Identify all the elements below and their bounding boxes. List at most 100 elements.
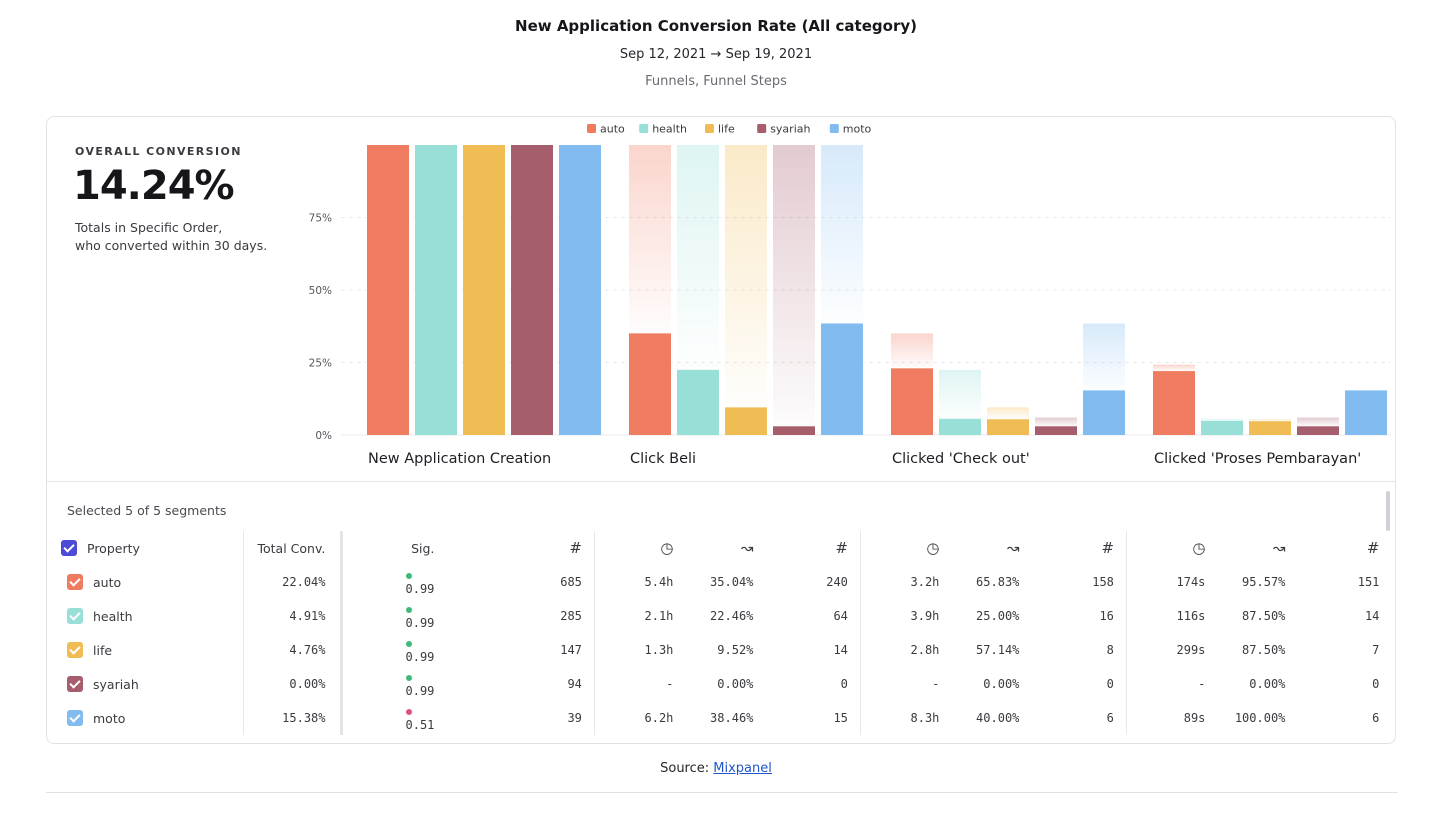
x-category-label: New Application Creation (368, 451, 551, 467)
y-tick-label: 50% (309, 285, 332, 297)
section-divider (47, 481, 1395, 482)
bar-health (677, 369, 719, 435)
bar-ghost-moto (821, 145, 863, 324)
hash-icon[interactable]: # (835, 539, 848, 557)
bar-ghost-moto (1083, 323, 1125, 391)
hash-icon[interactable]: # (569, 539, 582, 557)
step4-count: 151 (1357, 575, 1380, 589)
bar-ghost-syariah (1035, 417, 1077, 427)
significance-dot (405, 640, 412, 647)
step2-time: 6.2h (644, 711, 674, 725)
bar-ghost-syariah (773, 145, 815, 427)
legend-label-moto: moto (843, 123, 872, 136)
step2-time: 5.4h (644, 575, 674, 589)
table-scrollbar[interactable] (1386, 491, 1390, 531)
conversion-rate-icon[interactable]: ↝ (1272, 539, 1286, 557)
hash-icon[interactable]: # (1101, 539, 1114, 557)
segment-checkbox[interactable] (67, 642, 83, 659)
table-header-row: Property Total Conv. Sig. # ◷ ↝ # ◷ ↝ # … (61, 531, 1391, 565)
bar-auto (367, 145, 409, 435)
bar-health (415, 145, 457, 435)
segment-checkbox[interactable] (67, 574, 83, 591)
table-row: health 4.91% 0.99 285 2.1h 22.46% 64 3.9h 25.00%… (61, 599, 1391, 633)
hash-icon[interactable]: # (1366, 539, 1380, 557)
step3-count: 0 (1106, 677, 1114, 691)
y-tick-label: 0% (315, 430, 332, 442)
step3-count: 8 (1106, 643, 1114, 657)
select-all-checkbox[interactable] (61, 540, 77, 557)
segment-name: syariah (93, 676, 139, 692)
step3-time: 8.3h (910, 711, 940, 725)
table-row: auto 22.04% 0.99 685 5.4h 35.04% 240 3.2h 65.83%… (61, 565, 1391, 599)
selected-segments-text: Selected 5 of 5 segments (67, 503, 227, 518)
segment-checkbox[interactable] (67, 676, 83, 693)
segment-name: moto (93, 710, 126, 726)
bar-ghost-health (1201, 418, 1243, 421)
segment-name: life (93, 642, 113, 658)
sig-value: 0.99 (405, 684, 435, 698)
conversion-rate-icon[interactable]: ↝ (740, 539, 754, 557)
funnel-bar-chart: 0% 25% 50% 75% auto health life syariah moto New … (309, 123, 1391, 467)
bar-auto (1153, 371, 1195, 435)
step3-count: 16 (1099, 609, 1114, 623)
bar-ghost-life (1249, 419, 1291, 422)
sig-value: 0.99 (405, 616, 435, 630)
property-header[interactable]: Property (87, 540, 140, 556)
segment-checkbox[interactable] (67, 608, 83, 625)
conversion-rate-icon[interactable]: ↝ (1006, 539, 1020, 557)
step2-count: 14 (833, 643, 848, 657)
bar-syariah (511, 145, 553, 435)
legend-swatch (639, 124, 649, 133)
step2-time: - (666, 677, 674, 691)
step2-rate: 22.46% (710, 609, 754, 623)
total-conv-value: 4.76% (289, 643, 326, 657)
overall-conversion-description: Totals in Specific Order, who converted … (75, 220, 268, 253)
step1-count: 39 (567, 711, 582, 725)
bar-health (1201, 420, 1243, 435)
step2-time: 2.1h (644, 609, 674, 623)
bar-ghost-life (987, 407, 1029, 420)
step4-count: 7 (1372, 643, 1380, 657)
bar-health (939, 418, 981, 435)
step3-count: 158 (1092, 575, 1114, 589)
sig-value: 0.99 (405, 582, 435, 596)
date-range[interactable]: Sep 12, 2021 → Sep 19, 2021 (619, 47, 813, 62)
clock-check-icon[interactable]: ◷ (1192, 539, 1206, 557)
segment-name: health (93, 608, 133, 624)
bar-ghost-auto (629, 145, 671, 334)
step3-rate: 57.14% (976, 643, 1020, 657)
total-conv-header[interactable]: Total Conv. (242, 531, 341, 565)
step3-count: 6 (1106, 711, 1114, 725)
clock-check-icon[interactable]: ◷ (660, 539, 674, 557)
step1-count: 685 (560, 575, 582, 589)
step4-time: 116s (1176, 609, 1206, 623)
step3-time: 2.8h (910, 643, 940, 657)
step3-rate: 65.83% (976, 575, 1020, 589)
x-category-label: Clicked 'Check out' (892, 451, 1030, 467)
step3-rate: 40.00% (976, 711, 1020, 725)
source-link[interactable]: Mixpanel (713, 761, 772, 776)
sig-header[interactable]: Sig. (339, 531, 435, 565)
step3-rate: 25.00% (976, 609, 1020, 623)
legend-label-auto: auto (600, 123, 625, 136)
report-subtitle: Funnels, Funnel Steps (645, 74, 787, 89)
legend-swatch (587, 124, 596, 133)
funnel-card: OVERALL CONVERSION 14.24% Totals in Spec… (46, 116, 1396, 744)
step4-time: 89s (1183, 711, 1206, 725)
step3-time: - (932, 677, 940, 691)
step2-time: 1.3h (644, 643, 674, 657)
bar-life (987, 419, 1029, 435)
total-conv-value: 0.00% (289, 677, 326, 691)
step4-rate: 87.50% (1242, 643, 1286, 657)
legend-label-life: life (718, 123, 735, 136)
significance-dot (405, 572, 412, 579)
segment-name: auto (93, 574, 122, 590)
total-conv-value: 15.38% (282, 711, 326, 725)
step1-count: 147 (560, 643, 582, 657)
segment-checkbox[interactable] (67, 710, 83, 727)
step4-time: 299s (1176, 643, 1206, 657)
x-category-label: Click Beli (630, 451, 696, 467)
clock-check-icon[interactable]: ◷ (926, 539, 940, 557)
bar-ghost-syariah (1297, 417, 1339, 427)
bar-ghost-life (725, 145, 767, 408)
